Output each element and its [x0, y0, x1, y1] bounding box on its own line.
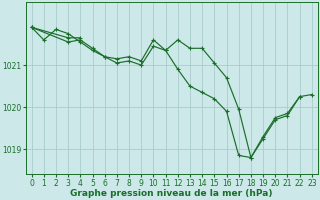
X-axis label: Graphe pression niveau de la mer (hPa): Graphe pression niveau de la mer (hPa) — [70, 189, 273, 198]
